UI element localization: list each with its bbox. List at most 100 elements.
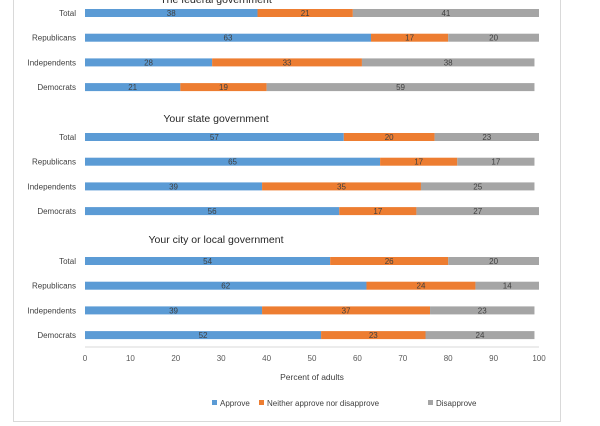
x-tick-label: 0 xyxy=(83,354,88,363)
bar-segment xyxy=(85,306,263,315)
bar-segment xyxy=(85,157,381,166)
bar-segment xyxy=(448,33,539,42)
data-label: 65 xyxy=(228,158,237,167)
x-axis-title: Percent of adults xyxy=(280,372,344,382)
bar-segment xyxy=(262,306,431,315)
labels-layer: The federal government Total 38 21 41 Republi… xyxy=(28,0,513,340)
legend-label: Disapprove xyxy=(436,399,477,408)
category-label: Democrats xyxy=(37,331,76,340)
legend-swatch xyxy=(212,400,217,405)
x-tick-label: 10 xyxy=(126,354,135,363)
data-label: 63 xyxy=(224,34,233,43)
data-label: 35 xyxy=(337,182,346,191)
data-label: 59 xyxy=(396,83,405,92)
bar-segment xyxy=(330,257,449,265)
legend-label: Neither approve nor disapprove xyxy=(267,399,380,408)
x-tick-label: 40 xyxy=(262,354,271,363)
category-label: Total xyxy=(59,257,76,266)
bar-segment xyxy=(380,157,458,166)
x-tick-label: 50 xyxy=(308,354,317,363)
data-label: 54 xyxy=(203,257,212,266)
bars-layer xyxy=(85,9,539,340)
category-label: Independents xyxy=(28,306,77,315)
x-tick-label: 20 xyxy=(171,354,180,363)
data-label: 14 xyxy=(503,282,512,291)
bar-segment xyxy=(85,257,331,265)
bar-segment xyxy=(180,83,267,92)
bar-segment xyxy=(416,207,539,216)
bar-segment xyxy=(85,133,344,141)
x-tick-label: 30 xyxy=(217,354,226,363)
data-label: 24 xyxy=(476,331,485,340)
data-label: 23 xyxy=(369,331,378,340)
bar-segment xyxy=(343,133,435,141)
data-label: 38 xyxy=(167,9,176,18)
data-label: 21 xyxy=(301,9,310,18)
bar-segment xyxy=(85,9,258,17)
category-label: Independents xyxy=(28,58,77,67)
data-label: 38 xyxy=(444,58,453,67)
bar-segment xyxy=(321,331,426,340)
bar-segment xyxy=(366,281,476,290)
data-label: 26 xyxy=(385,257,394,266)
data-label: 20 xyxy=(385,133,394,142)
data-label: 33 xyxy=(283,58,292,67)
bar-segment xyxy=(371,33,449,42)
data-label: 20 xyxy=(489,257,498,266)
data-label: 56 xyxy=(208,207,217,216)
data-label: 39 xyxy=(169,182,178,191)
data-label: 17 xyxy=(414,158,423,167)
x-tick-label: 90 xyxy=(489,354,498,363)
category-label: Republicans xyxy=(32,282,76,291)
data-label: 25 xyxy=(473,182,482,191)
data-label: 57 xyxy=(210,133,219,142)
bar-segment xyxy=(475,281,539,290)
data-label: 24 xyxy=(417,282,426,291)
bar-segment xyxy=(85,182,263,191)
data-label: 41 xyxy=(441,9,450,18)
category-label: Total xyxy=(59,9,76,18)
bar-segment xyxy=(339,207,417,216)
data-label: 21 xyxy=(128,83,137,92)
legend-label: Approve xyxy=(220,399,250,408)
x-tick-label: 80 xyxy=(444,354,453,363)
bar-segment xyxy=(457,157,535,166)
data-label: 17 xyxy=(491,158,500,167)
x-tick-label: 100 xyxy=(532,354,546,363)
data-label: 62 xyxy=(221,282,230,291)
category-label: Republicans xyxy=(32,158,76,167)
data-label: 17 xyxy=(373,207,382,216)
data-label: 23 xyxy=(478,306,487,315)
data-label: 19 xyxy=(219,83,228,92)
bar-segment xyxy=(85,331,322,340)
x-tick-label: 60 xyxy=(353,354,362,363)
bar-segment xyxy=(434,133,539,141)
legend-swatch xyxy=(259,400,264,405)
bar-segment xyxy=(85,33,372,42)
bar-segment xyxy=(448,257,539,265)
bar-segment xyxy=(352,9,539,17)
panel-title: Your city or local government xyxy=(148,234,283,246)
data-label: 20 xyxy=(489,34,498,43)
data-label: 17 xyxy=(405,34,414,43)
data-label: 28 xyxy=(144,58,153,67)
x-axis: 0 10 20 30 40 50 60 70 80 90 100 xyxy=(83,346,546,363)
data-label: 37 xyxy=(342,306,351,315)
category-label: Independents xyxy=(28,182,77,191)
bar-segment xyxy=(430,306,535,315)
category-label: Total xyxy=(59,133,76,142)
panel-title: The federal government xyxy=(160,0,272,6)
data-label: 23 xyxy=(482,133,491,142)
bar-segment xyxy=(361,58,535,67)
bar-segment xyxy=(85,207,340,216)
bar-segment xyxy=(85,83,181,92)
category-label: Democrats xyxy=(37,207,76,216)
x-tick-label: 70 xyxy=(398,354,407,363)
bar-segment xyxy=(257,9,353,17)
bar-segment xyxy=(420,182,535,191)
bar-segment xyxy=(266,83,535,92)
legend: Approve Neither approve nor disapprove Dis… xyxy=(212,399,477,408)
category-label: Democrats xyxy=(37,83,76,92)
bar-segment xyxy=(425,331,535,340)
